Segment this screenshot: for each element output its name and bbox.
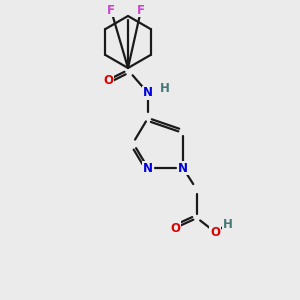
Text: F: F bbox=[107, 4, 115, 16]
Text: H: H bbox=[223, 218, 233, 230]
Text: H: H bbox=[160, 82, 170, 94]
Text: O: O bbox=[210, 226, 220, 238]
Text: F: F bbox=[137, 4, 145, 16]
Text: O: O bbox=[170, 221, 180, 235]
Text: O: O bbox=[103, 74, 113, 86]
Text: N: N bbox=[143, 86, 153, 100]
Text: N: N bbox=[143, 161, 153, 175]
Text: N: N bbox=[178, 161, 188, 175]
